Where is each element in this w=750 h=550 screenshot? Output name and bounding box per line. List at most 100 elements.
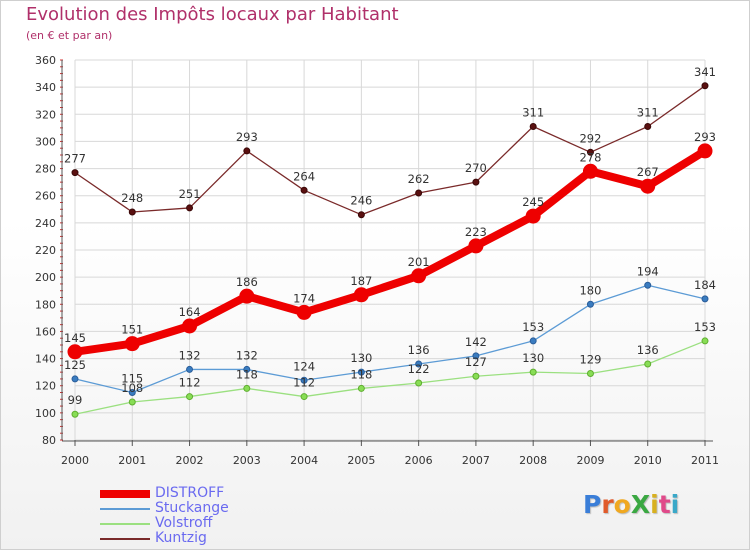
data-point-kuntzig xyxy=(415,189,423,197)
data-point-volstroff xyxy=(472,372,480,380)
legend-swatch xyxy=(100,508,150,510)
legend-label: Kuntzig xyxy=(155,530,207,546)
data-label-kuntzig: 246 xyxy=(350,194,372,208)
data-point-stuckange xyxy=(586,300,594,308)
data-label-volstroff: 122 xyxy=(408,362,430,376)
data-point-distroff xyxy=(468,238,484,254)
data-label-volstroff: 118 xyxy=(236,367,258,381)
y-tick-label: 300 xyxy=(35,135,56,148)
y-tick-label: 280 xyxy=(35,163,56,176)
x-tick-label: 2009 xyxy=(576,454,604,467)
data-label-volstroff: 112 xyxy=(293,376,315,390)
data-point-stuckange xyxy=(71,375,79,383)
x-tick-label: 2000 xyxy=(61,454,89,467)
x-tick-label: 2011 xyxy=(691,454,719,467)
data-point-kuntzig xyxy=(128,208,136,216)
data-label-distroff: 267 xyxy=(637,165,659,179)
data-point-kuntzig xyxy=(71,169,79,177)
y-tick-label: 340 xyxy=(35,81,56,94)
data-label-kuntzig: 262 xyxy=(408,172,430,186)
data-point-volstroff xyxy=(529,368,537,376)
data-point-distroff xyxy=(411,268,427,284)
data-point-kuntzig xyxy=(300,186,308,194)
chart-subtitle: (en € et par an) xyxy=(26,29,113,42)
data-label-volstroff: 127 xyxy=(465,355,487,369)
series-lines xyxy=(67,82,713,418)
logo-letter: r xyxy=(601,490,614,519)
data-label-volstroff: 136 xyxy=(637,343,659,357)
data-point-distroff xyxy=(582,163,598,179)
data-label-volstroff: 118 xyxy=(350,367,372,381)
data-point-stuckange xyxy=(415,360,423,368)
data-label-volstroff: 99 xyxy=(68,393,83,407)
data-point-distroff xyxy=(67,344,83,360)
logo-letter: P xyxy=(583,490,602,519)
logo-letter: t xyxy=(658,490,671,519)
data-point-kuntzig xyxy=(186,204,194,212)
data-label-stuckange: 130 xyxy=(350,351,372,365)
data-label-distroff: 164 xyxy=(179,305,201,319)
data-point-volstroff xyxy=(243,384,251,392)
data-point-volstroff xyxy=(701,337,709,345)
data-label-stuckange: 124 xyxy=(293,359,315,373)
legend-label: Stuckange xyxy=(155,500,229,516)
logo-letter: X xyxy=(630,490,651,519)
legend-swatch xyxy=(100,490,150,498)
data-label-volstroff: 129 xyxy=(579,353,601,367)
data-label-distroff: 187 xyxy=(350,274,372,288)
data-label-kuntzig: 251 xyxy=(179,187,201,201)
data-label-stuckange: 142 xyxy=(465,335,487,349)
y-tick-label: 200 xyxy=(35,271,56,284)
legend-label: DISTROFF xyxy=(155,485,225,501)
data-point-distroff xyxy=(697,143,713,159)
data-label-kuntzig: 248 xyxy=(121,191,143,205)
x-tick-label: 2007 xyxy=(462,454,490,467)
logo-letter: o xyxy=(613,490,631,519)
data-label-stuckange: 136 xyxy=(408,343,430,357)
x-tick-label: 2002 xyxy=(176,454,204,467)
data-point-distroff xyxy=(640,178,656,194)
data-label-stuckange: 132 xyxy=(236,348,258,362)
y-tick-label: 360 xyxy=(35,54,56,67)
series-line-volstroff xyxy=(74,340,706,415)
data-point-distroff xyxy=(353,287,369,303)
data-point-distroff xyxy=(525,208,541,224)
y-tick-label: 120 xyxy=(35,380,56,393)
logo-letter: i xyxy=(670,490,680,519)
data-point-kuntzig xyxy=(472,178,480,186)
y-axis-ticks: 80 100 120 140 160 180 200 220 240 260 280 300 320 34… xyxy=(35,54,56,447)
data-point-distroff xyxy=(182,318,198,334)
data-point-stuckange xyxy=(186,365,194,373)
y-tick-label: 160 xyxy=(35,325,56,338)
data-point-distroff xyxy=(239,288,255,304)
data-label-stuckange: 180 xyxy=(579,283,601,297)
data-label-stuckange: 125 xyxy=(64,358,86,372)
data-label-kuntzig: 341 xyxy=(694,65,716,79)
data-label-distroff: 223 xyxy=(465,225,487,239)
series-line-kuntzig xyxy=(74,85,706,216)
data-point-volstroff xyxy=(128,398,136,406)
data-point-stuckange xyxy=(529,337,537,345)
data-label-kuntzig: 270 xyxy=(465,161,487,175)
x-tick-label: 2001 xyxy=(118,454,146,467)
data-label-stuckange: 184 xyxy=(694,278,716,292)
y-tick-label: 220 xyxy=(35,244,56,257)
axes xyxy=(60,59,713,446)
x-axis-ticks: 2000 2001 2002 2003 2004 2005 2006 2007 2008 2009… xyxy=(61,454,719,467)
legend-label: Volstroff xyxy=(155,515,213,531)
series-line-stuckange xyxy=(74,284,706,394)
data-point-volstroff xyxy=(415,379,423,387)
data-label-distroff: 245 xyxy=(522,195,544,209)
x-tick-label: 2003 xyxy=(233,454,261,467)
x-tick-label: 2004 xyxy=(290,454,318,467)
data-label-volstroff: 153 xyxy=(694,320,716,334)
data-point-stuckange xyxy=(357,368,365,376)
grid-lines xyxy=(74,59,706,441)
logo-letter: i xyxy=(650,490,659,519)
data-point-volstroff xyxy=(186,393,194,401)
data-point-kuntzig xyxy=(701,82,709,90)
proxiti-logo: ProXiti xyxy=(583,490,679,519)
data-label-kuntzig: 292 xyxy=(579,131,601,145)
